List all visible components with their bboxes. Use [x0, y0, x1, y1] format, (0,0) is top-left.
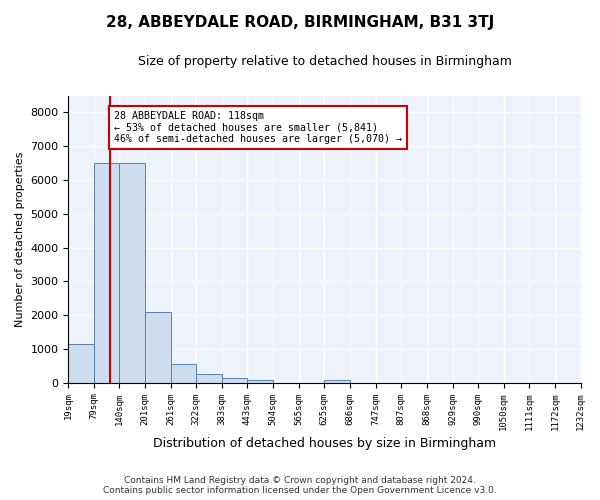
Text: 28 ABBEYDALE ROAD: 118sqm
← 53% of detached houses are smaller (5,841)
46% of se: 28 ABBEYDALE ROAD: 118sqm ← 53% of detac…: [113, 111, 401, 144]
X-axis label: Distribution of detached houses by size in Birmingham: Distribution of detached houses by size …: [153, 437, 496, 450]
Bar: [68, 344, 94, 383]
Text: 28, ABBEYDALE ROAD, BIRMINGHAM, B31 3TJ: 28, ABBEYDALE ROAD, BIRMINGHAM, B31 3TJ: [106, 15, 494, 30]
Bar: [222, 378, 247, 382]
Y-axis label: Number of detached properties: Number of detached properties: [15, 152, 25, 327]
Bar: [247, 380, 273, 382]
Bar: [145, 312, 170, 382]
Bar: [119, 163, 145, 382]
Text: Contains HM Land Registry data © Crown copyright and database right 2024.
Contai: Contains HM Land Registry data © Crown c…: [103, 476, 497, 495]
Title: Size of property relative to detached houses in Birmingham: Size of property relative to detached ho…: [137, 55, 511, 68]
Bar: [170, 364, 196, 382]
Bar: [94, 163, 119, 382]
Bar: [196, 374, 222, 382]
Bar: [324, 380, 350, 382]
